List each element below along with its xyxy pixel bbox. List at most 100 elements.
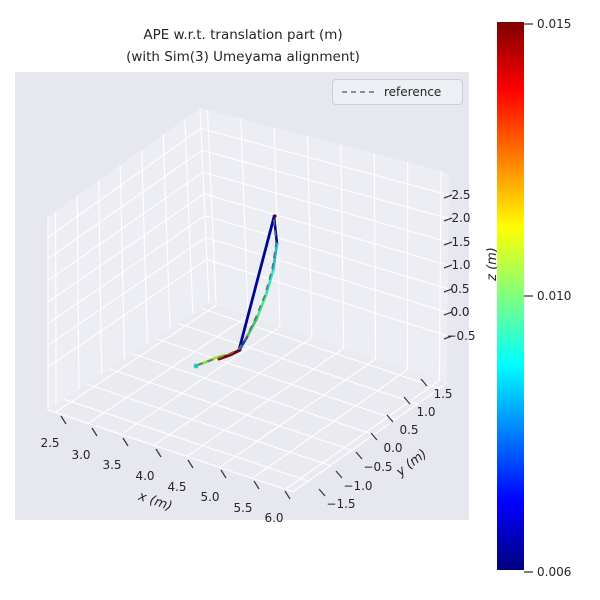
estimate-trajectory-segment xyxy=(255,293,268,320)
z-axis-label: z (m) xyxy=(485,247,500,282)
grid-line xyxy=(252,369,408,479)
y-axis-tick-label: 0.0 xyxy=(383,441,402,455)
z-axis-tick-label: 2.5 xyxy=(451,188,470,202)
grid-line xyxy=(47,237,207,346)
estimate-trajectory-segment xyxy=(217,348,242,361)
z-axis-tick-mark xyxy=(443,241,453,246)
grid-line xyxy=(47,215,206,324)
x-axis-tick-mark xyxy=(155,448,162,458)
grid-line xyxy=(47,171,204,281)
y-axis-tick-label: −0.5 xyxy=(363,460,392,474)
x-axis-tick-label: 6.0 xyxy=(264,511,283,525)
grid-line xyxy=(373,153,377,360)
z-axis-tick-mark xyxy=(443,217,453,222)
grid-line xyxy=(63,398,309,482)
grid-line xyxy=(119,165,126,360)
x-axis-tick-mark xyxy=(284,490,291,500)
y-axis-tick-mark xyxy=(318,488,326,497)
grid-line xyxy=(153,337,313,446)
x-axis-tick-mark xyxy=(253,480,260,490)
grid-line xyxy=(284,379,440,490)
grid-line xyxy=(98,180,103,375)
grid-line xyxy=(47,128,202,238)
legend-line-sample xyxy=(342,91,374,93)
grid-line xyxy=(162,134,171,329)
grid-line xyxy=(273,127,281,327)
z-axis-tick-mark xyxy=(443,194,453,199)
left-wall-pane xyxy=(48,108,209,410)
grid-line xyxy=(76,196,80,390)
x-axis-tick-label: 4.5 xyxy=(167,480,186,494)
grid-line xyxy=(47,409,294,493)
x-axis-tick-label: 3.0 xyxy=(71,448,90,462)
x-axis-tick-mark xyxy=(60,415,67,425)
grid-line xyxy=(340,144,345,349)
colorbar xyxy=(497,22,524,570)
x-axis-tick-mark xyxy=(122,437,129,447)
floor-pane xyxy=(48,303,447,492)
estimate-trajectory-segment xyxy=(264,269,275,297)
grid-line xyxy=(109,368,353,451)
plot-title: APE w.r.t. translation part (m) xyxy=(143,27,343,43)
y-axis-tick-mark xyxy=(386,414,394,423)
x-axis-tick-label: 5.5 xyxy=(233,501,252,515)
y-axis-tick-mark xyxy=(355,451,363,460)
grid-line xyxy=(87,315,249,424)
right-wall-pane xyxy=(200,108,449,383)
grid-line xyxy=(177,323,418,405)
y-axis-tick-mark xyxy=(370,432,378,441)
estimate-trajectory-segment xyxy=(245,316,259,339)
grid-line xyxy=(200,307,440,389)
y-axis-tick-label: 1.0 xyxy=(416,405,435,419)
x-axis-tick-mark xyxy=(220,469,227,479)
grid-line xyxy=(141,149,148,344)
trajectory-peak-marker xyxy=(273,214,277,218)
colorbar-tick-label: 0.010 xyxy=(537,289,571,303)
x-axis-tick-label: 5.0 xyxy=(200,490,219,504)
y-axis-tick-mark xyxy=(335,470,343,479)
z-axis-tick-label: −0.5 xyxy=(446,329,475,343)
grid-line xyxy=(219,358,376,468)
y-axis-tick-label: 0.5 xyxy=(399,423,418,437)
grid-line xyxy=(132,353,375,436)
y-axis-tick-label: −1.0 xyxy=(343,479,372,493)
grid-line xyxy=(155,338,396,420)
x-axis-tick-label: 2.5 xyxy=(40,436,59,450)
grid-line xyxy=(120,326,281,435)
grid-line xyxy=(86,383,331,467)
grid-line xyxy=(438,170,442,381)
z-axis-tick-label: 1.5 xyxy=(451,235,470,249)
z-axis-tick-mark xyxy=(443,311,453,316)
y-axis-tick-label: −1.5 xyxy=(326,497,355,511)
colorbar-tick-label: 0.006 xyxy=(537,565,571,579)
grid-line xyxy=(184,118,194,314)
grid-line xyxy=(307,136,313,338)
y-axis-tick-mark xyxy=(403,396,411,405)
y-axis-tick-mark xyxy=(420,378,428,387)
y-axis-tick-label: 1.5 xyxy=(433,387,452,401)
colorbar-tick-label: 0.015 xyxy=(537,17,571,31)
z-axis-tick-label: 1.0 xyxy=(451,258,470,272)
grid-line xyxy=(240,118,249,317)
grid-line xyxy=(206,109,217,306)
plot-subtitle: (with Sim(3) Umeyama alignment) xyxy=(126,49,360,65)
z-axis-tick-mark xyxy=(443,335,453,340)
estimate-trajectory-segment xyxy=(237,215,276,352)
x-axis-tick-mark xyxy=(187,459,194,469)
grid-line xyxy=(292,382,448,493)
x-axis-tick-label: 4.0 xyxy=(135,469,154,483)
grid-line xyxy=(47,258,208,368)
z-axis-tick-label: 0.5 xyxy=(450,282,469,296)
x-axis-tick-label: 3.5 xyxy=(102,458,121,472)
grid-line xyxy=(47,149,203,260)
legend: reference xyxy=(332,79,463,105)
z-axis-tick-label: 2.0 xyxy=(451,211,470,225)
z-axis-tick-mark xyxy=(443,264,453,269)
estimate-trajectory-segment xyxy=(271,242,279,273)
legend-label: reference xyxy=(384,85,442,99)
grid-line xyxy=(186,347,345,457)
grid-line xyxy=(47,193,205,303)
reference-trajectory-line xyxy=(196,218,277,366)
grid-line xyxy=(55,304,217,413)
